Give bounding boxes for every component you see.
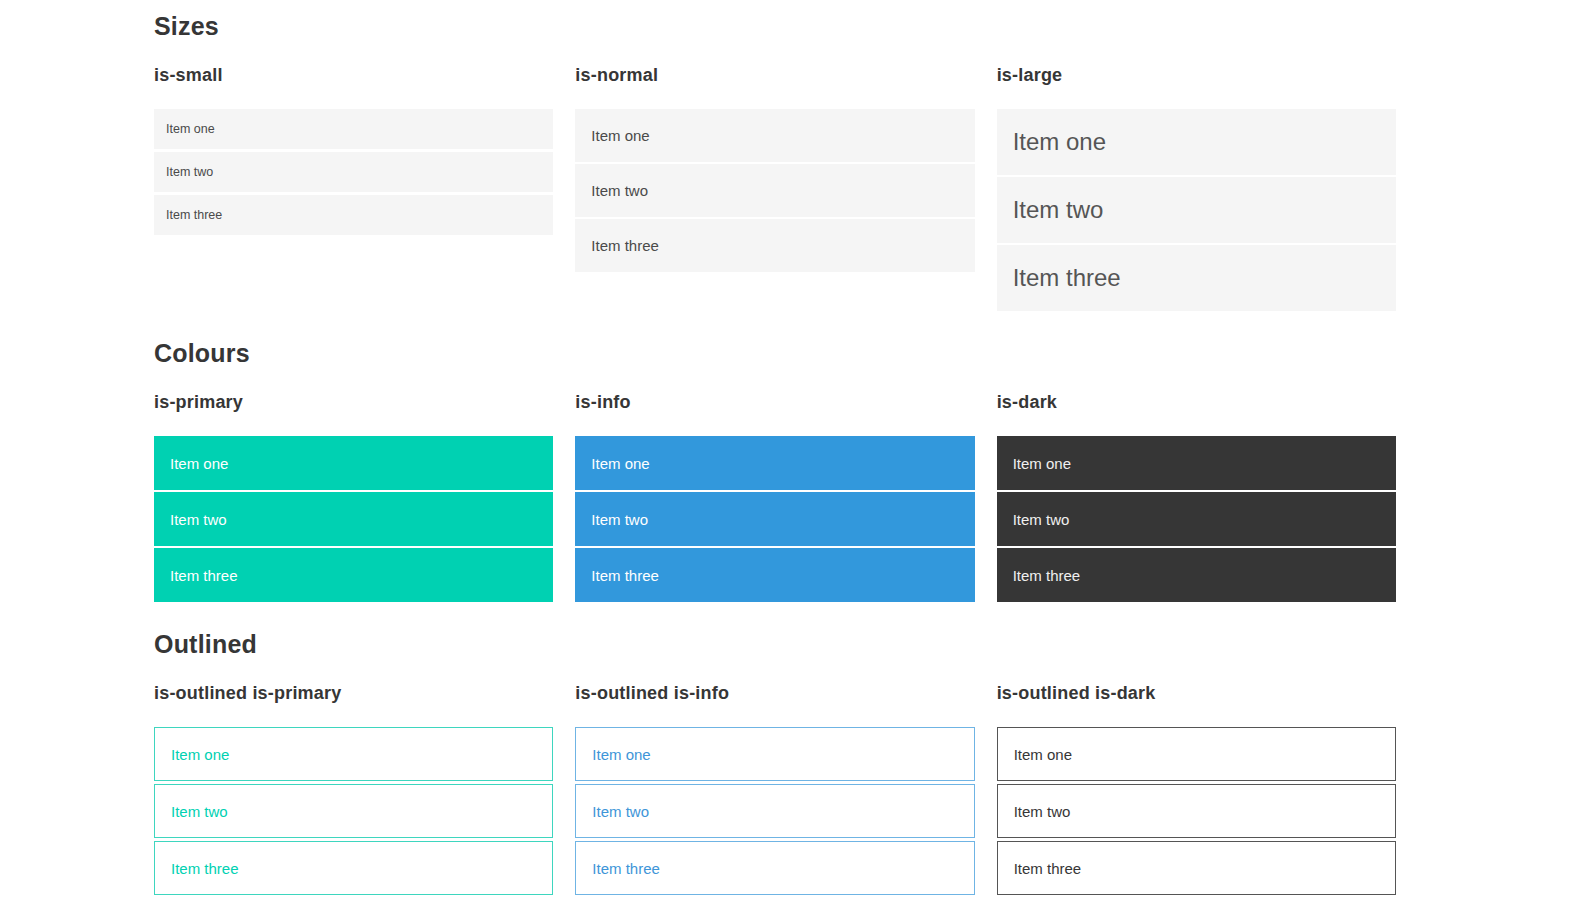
list-item[interactable]: Item two [997, 177, 1396, 243]
list-item[interactable]: Item one [997, 727, 1396, 781]
section-outlined: Outlined is-outlined is-primary Item one… [154, 630, 1396, 897]
column-title-is-small: is-small [154, 65, 553, 86]
list-outlined-info: Item one Item two Item three [575, 727, 974, 895]
list-item[interactable]: Item one [997, 436, 1396, 490]
column-is-outlined-is-primary: is-outlined is-primary Item one Item two… [154, 683, 553, 897]
colours-columns: is-primary Item one Item two Item three … [154, 392, 1396, 604]
list-primary: Item one Item two Item three [154, 436, 553, 602]
column-is-outlined-is-dark: is-outlined is-dark Item one Item two It… [997, 683, 1396, 897]
list-item[interactable]: Item two [154, 492, 553, 546]
column-is-info: is-info Item one Item two Item three [575, 392, 974, 604]
section-sizes: Sizes is-small Item one Item two Item th… [154, 12, 1396, 313]
list-item[interactable]: Item one [997, 109, 1396, 175]
list-item[interactable]: Item three [154, 841, 553, 895]
list-outlined-primary: Item one Item two Item three [154, 727, 553, 895]
list-item[interactable]: Item three [154, 548, 553, 602]
column-is-dark: is-dark Item one Item two Item three [997, 392, 1396, 604]
section-title-sizes: Sizes [154, 12, 1396, 41]
list-item[interactable]: Item three [154, 195, 553, 235]
column-is-large: is-large Item one Item two Item three [997, 65, 1396, 313]
list-outlined-dark: Item one Item two Item three [997, 727, 1396, 895]
list-item[interactable]: Item one [154, 109, 553, 149]
list-normal: Item one Item two Item three [575, 109, 974, 272]
column-is-normal: is-normal Item one Item two Item three [575, 65, 974, 313]
column-is-primary: is-primary Item one Item two Item three [154, 392, 553, 604]
list-item[interactable]: Item three [997, 841, 1396, 895]
column-is-small: is-small Item one Item two Item three [154, 65, 553, 313]
list-item[interactable]: Item two [154, 784, 553, 838]
list-item[interactable]: Item one [154, 436, 553, 490]
column-title-is-outlined-is-primary: is-outlined is-primary [154, 683, 553, 704]
list-info: Item one Item two Item three [575, 436, 974, 602]
list-item[interactable]: Item three [575, 219, 974, 272]
list-item[interactable]: Item two [575, 784, 974, 838]
column-title-is-dark: is-dark [997, 392, 1396, 413]
section-title-outlined: Outlined [154, 630, 1396, 659]
list-item[interactable]: Item one [575, 109, 974, 162]
column-is-outlined-is-info: is-outlined is-info Item one Item two It… [575, 683, 974, 897]
list-item[interactable]: Item two [575, 492, 974, 546]
list-item[interactable]: Item three [997, 245, 1396, 311]
column-title-is-outlined-is-dark: is-outlined is-dark [997, 683, 1396, 704]
list-item[interactable]: Item two [997, 492, 1396, 546]
list-large: Item one Item two Item three [997, 109, 1396, 311]
column-title-is-large: is-large [997, 65, 1396, 86]
list-item[interactable]: Item three [997, 548, 1396, 602]
section-title-colours: Colours [154, 339, 1396, 368]
list-item[interactable]: Item two [575, 164, 974, 217]
component-demo-page: Sizes is-small Item one Item two Item th… [154, 0, 1396, 897]
column-title-is-info: is-info [575, 392, 974, 413]
list-item[interactable]: Item one [154, 727, 553, 781]
list-item[interactable]: Item three [575, 841, 974, 895]
column-title-is-outlined-is-info: is-outlined is-info [575, 683, 974, 704]
section-colours: Colours is-primary Item one Item two Ite… [154, 339, 1396, 604]
sizes-columns: is-small Item one Item two Item three is… [154, 65, 1396, 313]
list-item[interactable]: Item three [575, 548, 974, 602]
list-small: Item one Item two Item three [154, 109, 553, 235]
list-item[interactable]: Item one [575, 436, 974, 490]
list-item[interactable]: Item two [997, 784, 1396, 838]
column-title-is-normal: is-normal [575, 65, 974, 86]
list-item[interactable]: Item one [575, 727, 974, 781]
list-dark: Item one Item two Item three [997, 436, 1396, 602]
column-title-is-primary: is-primary [154, 392, 553, 413]
list-item[interactable]: Item two [154, 152, 553, 192]
outlined-columns: is-outlined is-primary Item one Item two… [154, 683, 1396, 897]
